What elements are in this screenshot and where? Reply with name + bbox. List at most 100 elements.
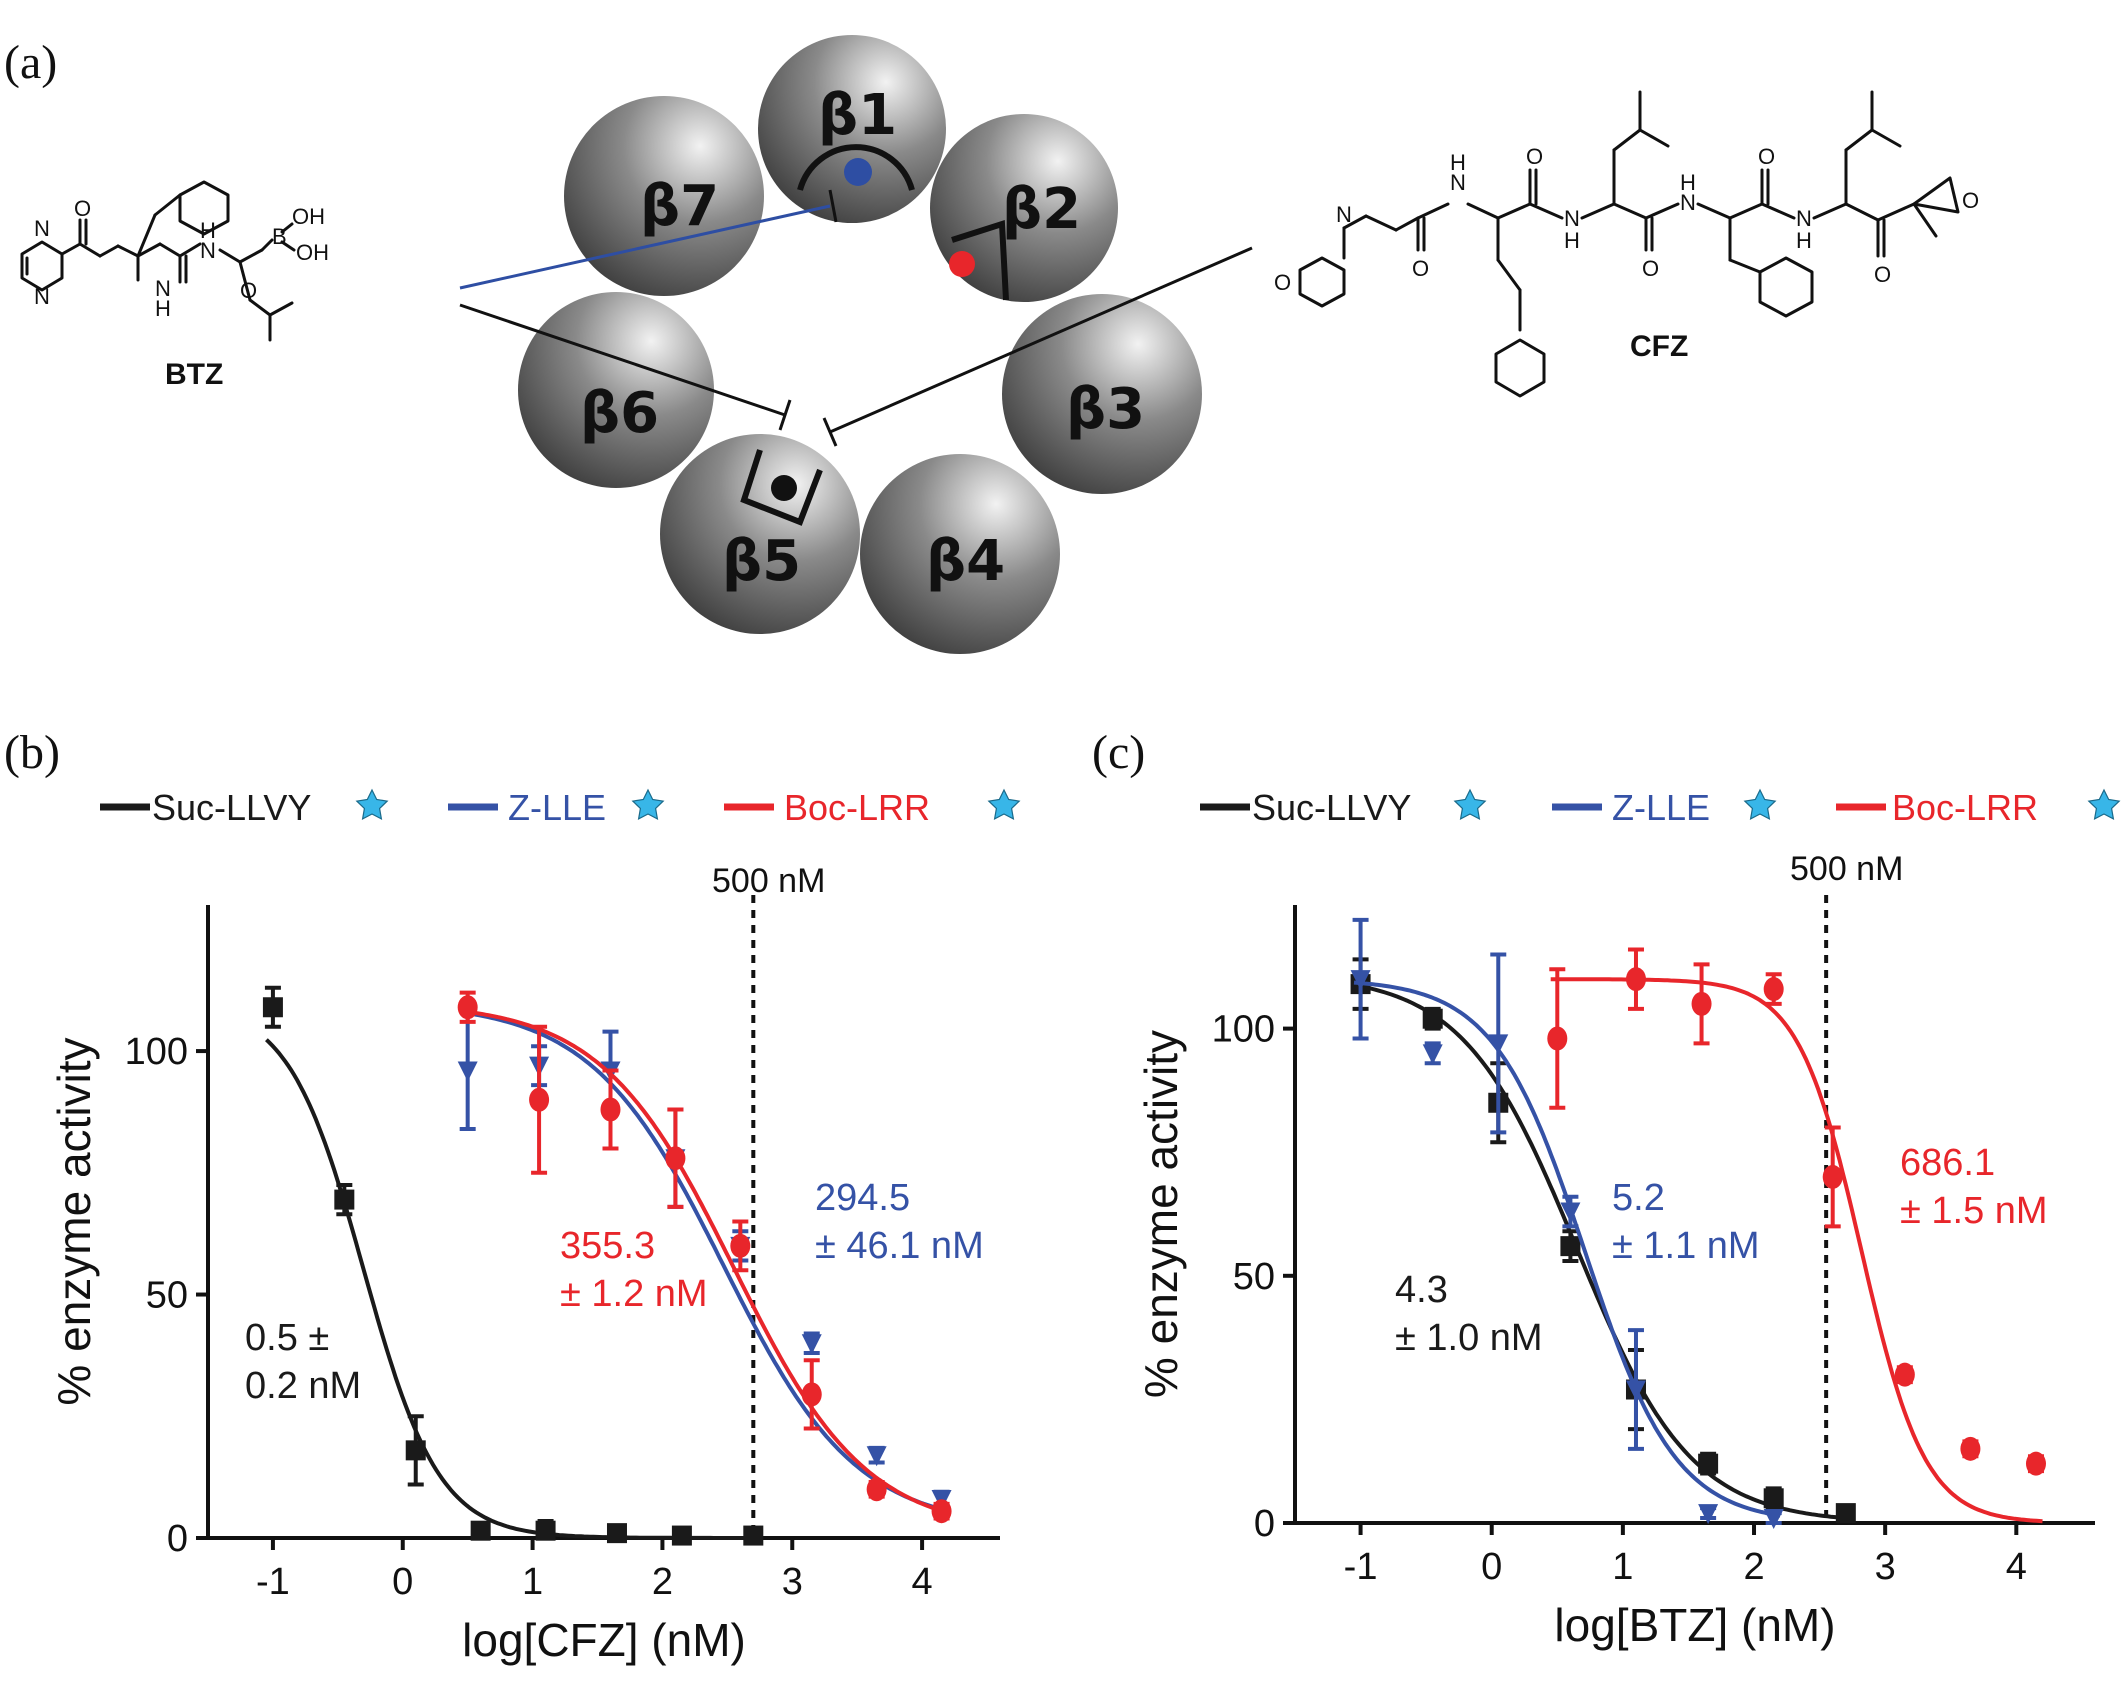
y-tick-label: 0 (1254, 1503, 1275, 1545)
legend-c: Suc-LLVY Z-LLE Boc-LRR (1200, 787, 2120, 828)
cfz-epoxide-ring (1912, 176, 1960, 214)
data-point-circle (457, 995, 478, 1020)
cfz-bond (1728, 202, 1764, 220)
data-point-square (671, 1525, 692, 1546)
x-tick-label: 3 (1875, 1546, 1896, 1588)
legend-c-label-z-lle: Z-LLE (1612, 787, 1710, 828)
data-point-square (1835, 1503, 1856, 1524)
beta4-label: β4 (926, 529, 1005, 594)
cfz-atom-o-morph: O (1274, 270, 1291, 295)
legend-b-label-boc-lrr: Boc-LRR (784, 787, 930, 828)
cfz-bond (1876, 202, 1916, 222)
legend-c-label-suc-llvy: Suc-LLVY (1252, 787, 1411, 828)
btz-atom-b: B (272, 224, 287, 249)
beta3-label: β3 (1066, 377, 1145, 442)
data-point-square (405, 1440, 426, 1461)
x-tick-label: -1 (256, 1561, 290, 1603)
cfz-atom-o3: O (1642, 256, 1659, 281)
cfz-bond (1364, 214, 1398, 232)
panel-label-b: (b) (4, 726, 60, 779)
cfz-atom-n2: N (1564, 206, 1580, 231)
legend-c-star-suc-llvy (1454, 789, 1486, 820)
ic50-annotation-boc-lrr: ± 1.2 nM (560, 1273, 708, 1315)
cfz-atom-n-morph: N (1336, 202, 1352, 227)
data-point-circle (1763, 977, 1784, 1002)
btz-bond (98, 244, 120, 258)
cfz-bond (1844, 202, 1880, 222)
btz-bond (178, 242, 202, 258)
btz-bond (116, 244, 140, 258)
sphere-beta7 (564, 96, 764, 296)
legend-b: Suc-LLVY Z-LLE Boc-LRR (100, 787, 1020, 828)
x-axis-title: log[CFZ] (nM) (462, 1614, 746, 1666)
data-point-square (1698, 1453, 1719, 1474)
cfz-bond (1638, 128, 1670, 148)
cfz-label: CFZ (1630, 330, 1688, 363)
cfz-atom-o1: O (1412, 256, 1429, 281)
beta2-pocket (951, 219, 1009, 301)
ic50-annotation-suc-llvy: ± 1.0 nM (1395, 1317, 1543, 1359)
data-point-square (334, 1189, 355, 1210)
beta7-label: β7 (640, 174, 719, 239)
fit-curve-z-lle (1353, 980, 1781, 1518)
panel-label-a: (a) (4, 36, 57, 89)
data-point-circle (2025, 1451, 2046, 1476)
plot-b: -1 0 1 2 3 4 0 50 100 log[CFZ] (nM) % enzyme activ… (48, 862, 1000, 1666)
data-point-triangle (1488, 1034, 1509, 1055)
cfz-bond (1416, 202, 1450, 220)
btz-bond (280, 240, 296, 252)
ic50-annotation-z-lle: 294.5 (815, 1177, 910, 1219)
data-point-triangle (1422, 1044, 1443, 1065)
fit-curve-z-lle (460, 1010, 949, 1513)
proteasome-ring: β1 β2 β3 β4 β5 β6 β7 (518, 35, 1202, 654)
beta1-pocket (797, 144, 915, 191)
beta6-label: β6 (580, 381, 659, 446)
legend-b-star-z-lle (632, 789, 664, 820)
data-point-square (1422, 1008, 1443, 1029)
cfz-bond (1870, 128, 1902, 148)
x-tick-label: 0 (1481, 1546, 1502, 1588)
sphere-beta5 (660, 434, 860, 634)
btz-atom-n1: N (34, 216, 50, 241)
btz-structure: N N O N H O N H B OH OH BTZ (20, 180, 329, 391)
legend-c-star-z-lle (1744, 789, 1776, 820)
cfz-to-beta5-tbar (822, 417, 838, 447)
legend-b-label-z-lle: Z-LLE (508, 787, 606, 828)
y-axis-title: % enzyme activity (1135, 1030, 1187, 1398)
cfz-structure: O N O N H O N H O N H O N H O O CFZ (1274, 90, 1979, 398)
x-tick-label: 4 (912, 1561, 933, 1603)
ic50-annotation-boc-lrr: 686.1 (1900, 1142, 1995, 1184)
sphere-beta2 (930, 114, 1118, 302)
beta2-label: β2 (1002, 177, 1081, 242)
btz-to-beta5-tbar (778, 399, 792, 431)
data-point-square (606, 1523, 627, 1544)
btz-bond (136, 213, 157, 258)
cfz-bond (1528, 202, 1564, 220)
btz-bond (218, 248, 242, 264)
ic50-annotation-suc-llvy: 4.3 (1395, 1269, 1448, 1311)
ic50-annotation-z-lle: ± 46.1 nM (815, 1225, 984, 1267)
cfz-atom-h2: H (1564, 228, 1580, 253)
legend-c-label-boc-lrr: Boc-LRR (1892, 787, 2038, 828)
cfz-phenyl-ring-2 (1758, 256, 1814, 318)
x-tick-label: 3 (782, 1561, 803, 1603)
btz-bond (248, 298, 272, 317)
sphere-beta3 (1002, 294, 1202, 494)
legend-b-star-boc-lrr (988, 789, 1020, 820)
data-point-triangle (1698, 1504, 1719, 1525)
plot-c: -1 0 1 2 3 4 0 50 100 log[BTZ] (nM) % enzyme activ… (1135, 850, 2095, 1651)
btz-bond (78, 242, 102, 258)
legend-c-star-boc-lrr (2088, 789, 2120, 820)
cfz-atom-n3: N (1680, 190, 1696, 215)
cfz-bond (1812, 202, 1848, 220)
beta1-site-dot (844, 158, 872, 186)
data-point-square (743, 1525, 764, 1546)
btz-bond (158, 242, 182, 258)
btz-bond (280, 222, 294, 234)
btz-bond (136, 242, 162, 258)
beta2-site-dot (949, 251, 975, 277)
cfz-bond (1760, 202, 1796, 220)
beta1-label: β1 (818, 83, 897, 148)
y-axis-title: % enzyme activity (48, 1037, 100, 1405)
